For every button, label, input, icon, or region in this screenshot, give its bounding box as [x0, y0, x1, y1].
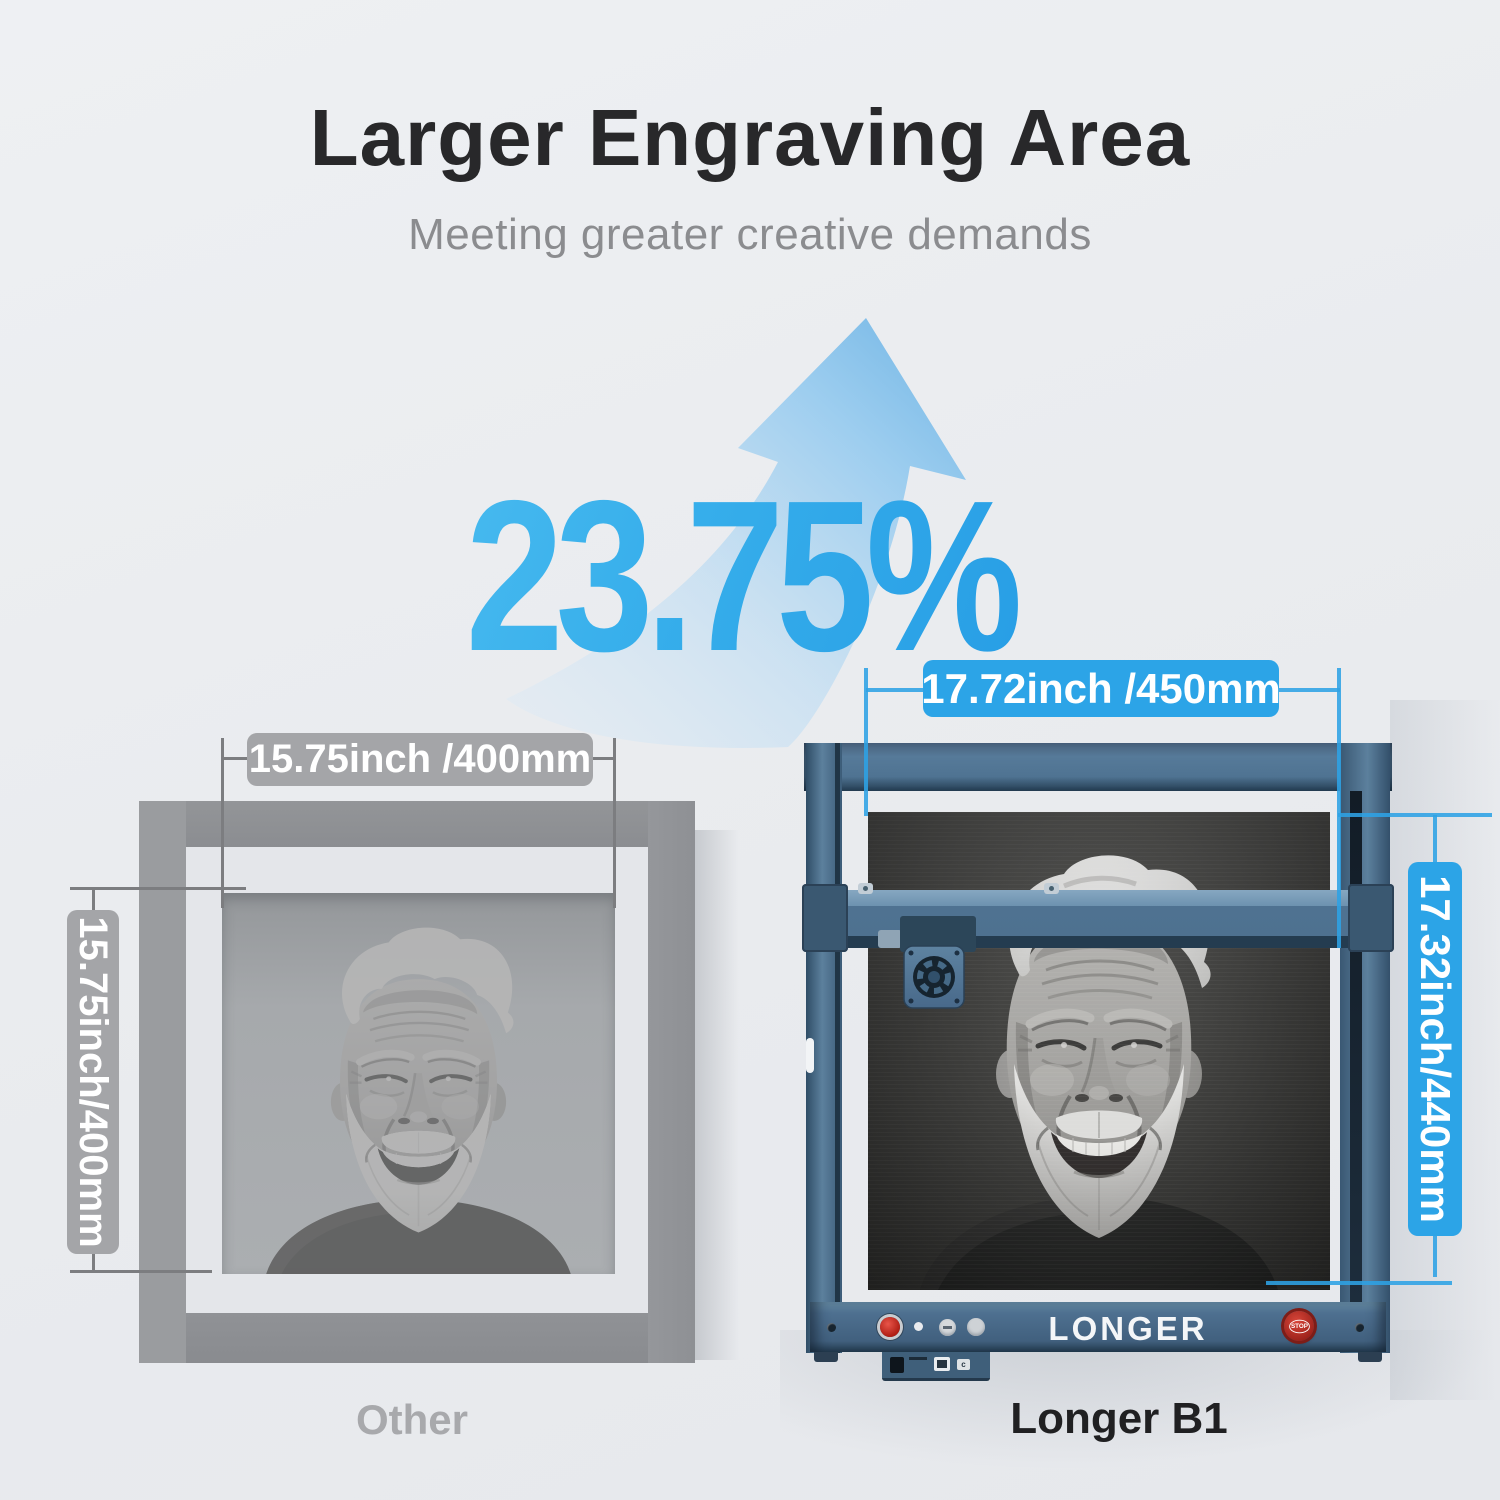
power-indicator-light	[880, 1317, 900, 1337]
engraved-portrait	[868, 812, 1330, 1290]
vent-slot	[909, 1357, 927, 1360]
usb-c-port[interactable]: c	[957, 1359, 970, 1370]
b1-height-tick-bottom	[1266, 1281, 1452, 1285]
growth-percentage: 23.75%	[125, 468, 1355, 683]
usb-b-port[interactable]	[934, 1357, 950, 1371]
caption-other: Other	[355, 1396, 468, 1443]
b1-engraving-plate	[868, 812, 1330, 1290]
engraved-portrait-ghost	[222, 893, 615, 1274]
rail-highlight	[806, 1038, 814, 1073]
belt-clip-icon	[858, 883, 873, 894]
reset-button[interactable]	[939, 1319, 956, 1336]
rail-groove	[835, 743, 840, 1353]
other-height-label: 15.75inch/400mm	[67, 910, 119, 1254]
b1-frame-top	[804, 743, 1392, 791]
page-subtitle: Meeting greater creative demands	[408, 210, 1092, 259]
screw-icon	[827, 1323, 836, 1332]
other-frame-right	[648, 801, 695, 1363]
other-frame-top	[139, 801, 695, 847]
machine-foot	[814, 1352, 838, 1362]
b1-height-tick-top	[1338, 813, 1492, 817]
beam-bracket-left	[802, 884, 848, 952]
other-width-label: 15.75inch /400mm	[247, 733, 593, 786]
b1-width-tick-left	[864, 668, 868, 816]
connector-panel: c	[882, 1352, 990, 1381]
beam-top-face	[804, 890, 1392, 906]
brand-logo: LONGER	[1048, 1310, 1208, 1347]
other-height-tick-top	[70, 887, 246, 890]
b1-height-label: 17.32inch/440mm	[1408, 862, 1462, 1236]
fan-icon	[903, 945, 965, 1009]
belt-clip-icon	[1044, 883, 1059, 894]
stop-button-label: STOP	[1288, 1319, 1310, 1333]
beam-bracket-right	[1348, 884, 1394, 952]
b1-rail-right	[1340, 743, 1390, 1353]
growth-arrow-icon	[506, 318, 966, 748]
machine-foot	[1358, 1352, 1382, 1362]
other-frame-bottom	[139, 1313, 695, 1363]
screw-icon	[1355, 1323, 1364, 1332]
emergency-stop-button[interactable]: STOP	[1284, 1311, 1314, 1341]
b1-width-label: 17.72inch /450mm	[921, 660, 1281, 717]
status-led	[914, 1322, 923, 1331]
page-title: Larger Engraving Area	[309, 93, 1191, 182]
other-machine	[139, 798, 695, 1364]
other-width-tick-left	[221, 738, 224, 908]
sd-card-slot[interactable]	[890, 1357, 904, 1373]
ghost-machine-shadow	[693, 830, 739, 1360]
laser-mount-bracket	[878, 930, 902, 948]
caption-longer-b1: Longer B1	[1010, 1394, 1228, 1443]
other-width-tick-right	[613, 738, 616, 908]
other-engraving-plate	[222, 893, 615, 1274]
other-height-tick-bottom	[70, 1270, 212, 1273]
other-frame-left	[139, 801, 186, 1363]
rail-track-groove	[1350, 791, 1362, 1303]
power-button[interactable]	[967, 1318, 985, 1336]
b1-width-tick-right	[1337, 668, 1341, 948]
